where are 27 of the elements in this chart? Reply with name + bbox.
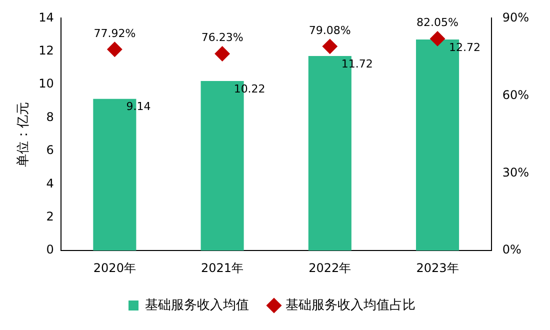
y-tick-label: 2 xyxy=(46,210,54,224)
data-label: 76.23% xyxy=(201,31,244,44)
y-tick-label: 8 xyxy=(46,110,54,124)
x-tick-label: 2023年 xyxy=(416,260,459,275)
y2-tick-label: 0% xyxy=(502,242,522,257)
data-label: 79.08% xyxy=(308,24,351,37)
data-label: 82.05% xyxy=(416,16,458,30)
point xyxy=(430,31,446,46)
y-tick-label: 14 xyxy=(38,10,54,24)
y-tick-label: 4 xyxy=(46,176,54,190)
y-tick-label: 0 xyxy=(46,242,54,257)
y2-tick-label: 90% xyxy=(502,10,529,24)
legend-label: 基础服务收入均值占比 xyxy=(286,298,416,313)
y-axis-title: 单位：亿元 xyxy=(16,102,32,167)
point xyxy=(322,38,338,54)
y-tick-label: 12 xyxy=(38,44,54,58)
point xyxy=(107,42,122,57)
y2-tick-label: 30% xyxy=(502,165,529,180)
point xyxy=(214,46,230,62)
legend-label: 基础服务收入均值 xyxy=(145,298,249,313)
y-tick-label: 10 xyxy=(38,76,54,91)
y-tick-label: 6 xyxy=(46,143,54,158)
x-tick-label: 2020年 xyxy=(93,260,136,275)
y2-tick-label: 60% xyxy=(502,88,529,102)
x-tick-label: 2021年 xyxy=(201,260,244,275)
x-tick-label: 2022年 xyxy=(308,260,352,275)
data-label: 77.92% xyxy=(94,26,136,40)
